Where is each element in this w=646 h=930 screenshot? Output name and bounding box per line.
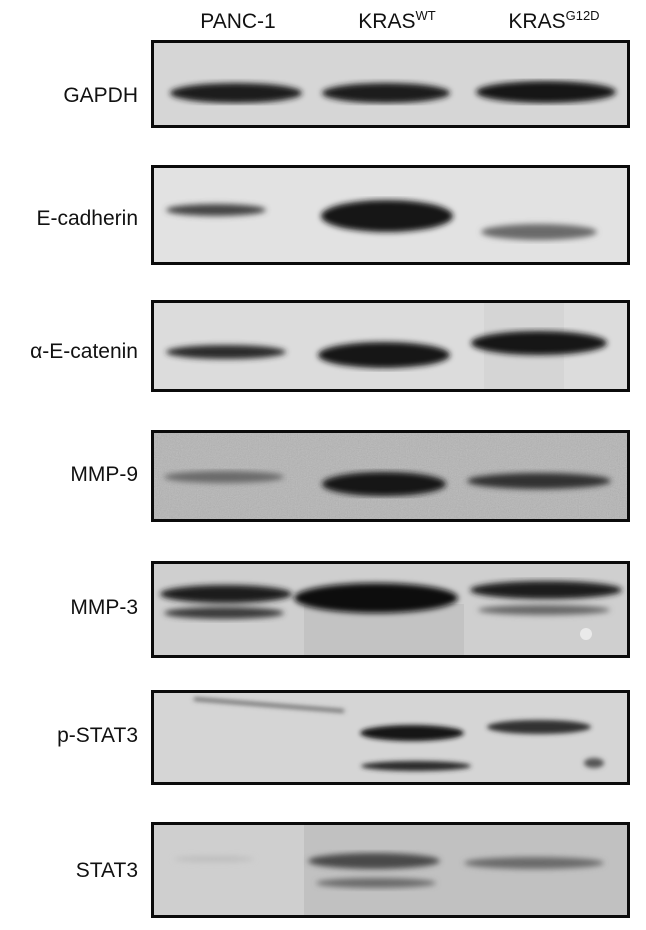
row-label-alpha-e-catenin: α-E-catenin bbox=[30, 340, 138, 363]
band-panc1 bbox=[166, 345, 286, 359]
band-kras-wt-upper bbox=[308, 853, 440, 869]
lane-header-base: KRAS bbox=[508, 10, 566, 33]
lane-header-kras-g12d: KRASG12D bbox=[474, 8, 634, 34]
lane-header-base: PANC-1 bbox=[200, 10, 276, 33]
band-kras-wt bbox=[318, 342, 450, 368]
lane-header-base: KRAS bbox=[358, 10, 416, 33]
blot-panel-mmp3 bbox=[151, 561, 630, 658]
blot-image-stat3 bbox=[154, 825, 627, 915]
row-label-mmp3: MMP-3 bbox=[70, 596, 138, 619]
band-kras-g12d bbox=[476, 81, 616, 103]
blot-image-mmp9 bbox=[154, 433, 627, 519]
band-kras-g12d-upper bbox=[470, 581, 622, 599]
row-label-stat3: STAT3 bbox=[75, 859, 138, 882]
lane-header-sup: G12D bbox=[565, 8, 600, 23]
blot-panel-alpha-e-catenin bbox=[151, 300, 630, 392]
row-label-e-cadherin: E-cadherin bbox=[36, 207, 138, 230]
band-kras-wt-upper bbox=[360, 725, 464, 741]
band-kras-g12d-lower bbox=[478, 605, 610, 615]
blot-artifact bbox=[193, 697, 345, 713]
blot-image-alpha-e-catenin bbox=[154, 303, 627, 389]
row-label-gapdh: GAPDH bbox=[63, 84, 138, 107]
blot-panel-e-cadherin bbox=[151, 165, 630, 265]
blot-image-gapdh bbox=[154, 43, 627, 125]
band-kras-g12d bbox=[481, 224, 597, 240]
band-kras-g12d bbox=[487, 720, 591, 734]
blot-image-mmp3 bbox=[154, 564, 627, 655]
blot-panel-mmp9 bbox=[151, 430, 630, 522]
band-panc1-lower bbox=[164, 607, 284, 619]
blot-panel-p-stat3 bbox=[151, 690, 630, 785]
band-panc1 bbox=[170, 83, 302, 103]
blot-panel-gapdh bbox=[151, 40, 630, 128]
band-kras-wt bbox=[294, 583, 458, 613]
blot-image-e-cadherin bbox=[154, 168, 627, 262]
band-panc1 bbox=[166, 204, 266, 216]
band-kras-wt-lower bbox=[361, 761, 471, 771]
band-panc1 bbox=[164, 471, 284, 483]
blot-panel-stat3 bbox=[151, 822, 630, 918]
band-panc1-upper bbox=[160, 585, 292, 603]
band-kras-wt bbox=[321, 200, 453, 232]
band-panc1 bbox=[174, 856, 254, 862]
band-kras-wt bbox=[322, 83, 450, 103]
lane-header-panc1: PANC-1 bbox=[158, 10, 318, 34]
band-kras-wt bbox=[322, 472, 446, 496]
row-label-p-stat3: p-STAT3 bbox=[57, 724, 138, 747]
band-kras-wt-lower bbox=[316, 878, 436, 888]
band-kras-g12d bbox=[464, 857, 604, 869]
row-label-mmp9: MMP-9 bbox=[70, 463, 138, 486]
lane-header-kras-wt: KRASWT bbox=[317, 8, 477, 34]
lane-header-sup: WT bbox=[415, 8, 436, 23]
band-kras-g12d bbox=[467, 473, 611, 489]
band-kras-g12d bbox=[471, 331, 607, 355]
blot-image-p-stat3 bbox=[154, 693, 627, 782]
